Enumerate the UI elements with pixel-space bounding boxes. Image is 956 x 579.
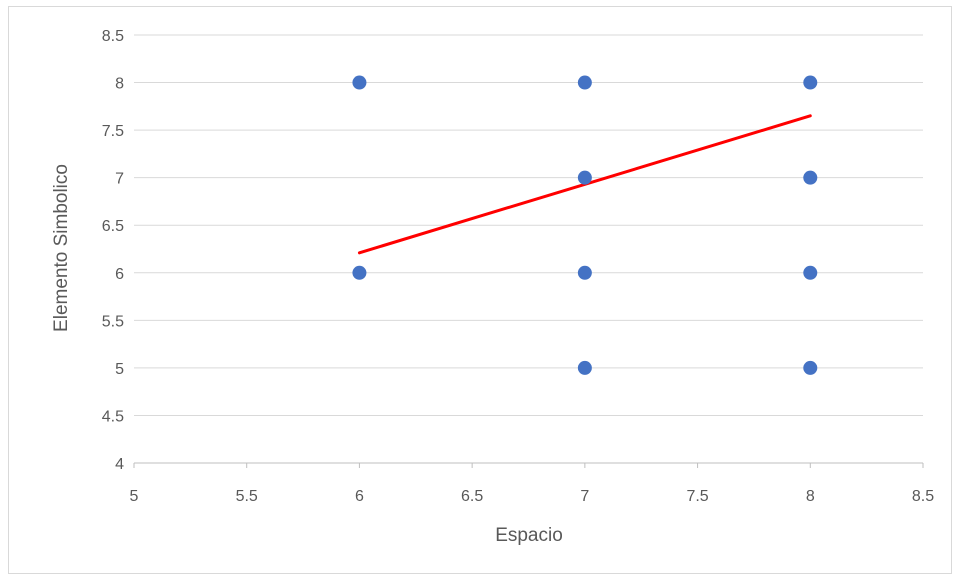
x-tick-label: 8.5 bbox=[912, 488, 934, 505]
x-tick-label: 6.5 bbox=[461, 488, 483, 505]
y-tick-label: 5 bbox=[115, 361, 124, 378]
data-point bbox=[577, 170, 592, 185]
y-tick-label: 4.5 bbox=[102, 408, 124, 425]
data-point bbox=[577, 360, 592, 375]
data-point bbox=[577, 75, 592, 90]
x-tick-label: 6 bbox=[355, 488, 364, 505]
data-points bbox=[352, 75, 818, 375]
x-tick-label: 8 bbox=[806, 488, 815, 505]
data-point bbox=[803, 265, 818, 280]
x-axis-title: Espacio bbox=[495, 525, 563, 546]
chart-frame bbox=[8, 6, 952, 574]
data-point bbox=[803, 360, 818, 375]
data-point bbox=[803, 75, 818, 90]
y-tick-label: 6 bbox=[115, 266, 124, 283]
x-tick-label: 5.5 bbox=[236, 488, 258, 505]
x-tick-label: 5 bbox=[130, 488, 139, 505]
y-tick-label: 8 bbox=[115, 76, 124, 93]
y-tick-label: 4 bbox=[115, 456, 124, 473]
data-point bbox=[803, 170, 818, 185]
y-axis-title: Elemento Simbolico bbox=[51, 164, 72, 332]
y-tick-label: 7.5 bbox=[102, 123, 124, 140]
x-tick-label: 7 bbox=[580, 488, 589, 505]
y-tick-label: 5.5 bbox=[102, 313, 124, 330]
x-tick-label: 7.5 bbox=[686, 488, 708, 505]
y-tick-label: 8.5 bbox=[102, 28, 124, 45]
data-point bbox=[577, 265, 592, 280]
gridlines bbox=[134, 34, 923, 416]
y-tick-label: 7 bbox=[115, 171, 124, 188]
y-tick-label: 6.5 bbox=[102, 218, 124, 235]
data-point bbox=[352, 265, 367, 280]
axes bbox=[133, 462, 924, 468]
tick-labels: 4 4.5 5 5.5 6 6.5 7 7.5 8 8.5 5 5.5 6 6.5 7 7.5 8 8.5 bbox=[102, 28, 934, 505]
data-point bbox=[352, 75, 367, 90]
